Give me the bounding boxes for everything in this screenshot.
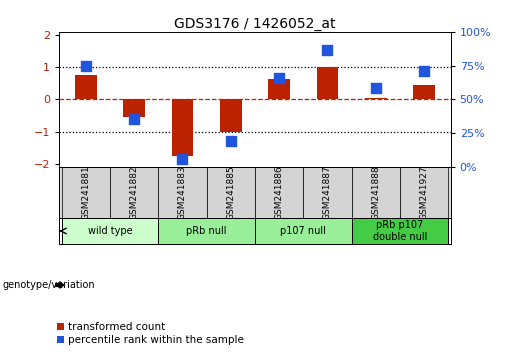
- Point: [178, 156, 186, 162]
- Bar: [158, 167, 207, 218]
- Bar: [158, 218, 255, 244]
- Bar: [303, 167, 352, 218]
- Bar: [268, 79, 290, 99]
- Text: GSM241888: GSM241888: [371, 165, 380, 220]
- Text: pRb null: pRb null: [186, 226, 227, 236]
- Text: GSM241927: GSM241927: [420, 165, 428, 220]
- Bar: [400, 167, 448, 218]
- Bar: [110, 167, 158, 218]
- Bar: [352, 167, 400, 218]
- Bar: [75, 75, 97, 99]
- Bar: [123, 99, 145, 117]
- Title: GDS3176 / 1426052_at: GDS3176 / 1426052_at: [174, 17, 336, 31]
- Bar: [255, 167, 303, 218]
- Text: p107 null: p107 null: [280, 226, 326, 236]
- Text: GSM241885: GSM241885: [226, 165, 235, 220]
- Bar: [220, 99, 242, 132]
- Bar: [352, 218, 448, 244]
- Text: wild type: wild type: [88, 226, 132, 236]
- Point: [323, 47, 332, 52]
- Text: GSM241887: GSM241887: [323, 165, 332, 220]
- Legend: transformed count, percentile rank within the sample: transformed count, percentile rank withi…: [57, 322, 244, 345]
- Point: [82, 63, 90, 68]
- Text: GSM241883: GSM241883: [178, 165, 187, 220]
- Bar: [413, 85, 435, 99]
- Bar: [171, 99, 193, 156]
- Bar: [365, 98, 387, 99]
- Point: [275, 75, 283, 80]
- Text: GSM241882: GSM241882: [130, 165, 139, 220]
- Point: [420, 68, 428, 74]
- Text: genotype/variation: genotype/variation: [3, 280, 95, 290]
- Bar: [255, 218, 352, 244]
- Text: GSM241886: GSM241886: [274, 165, 284, 220]
- Bar: [62, 218, 158, 244]
- Text: pRb p107
double null: pRb p107 double null: [373, 220, 427, 242]
- Bar: [317, 67, 338, 99]
- Point: [372, 85, 380, 91]
- Bar: [62, 167, 110, 218]
- Bar: [207, 167, 255, 218]
- Text: GSM241881: GSM241881: [81, 165, 90, 220]
- Point: [227, 138, 235, 143]
- Point: [130, 116, 138, 122]
